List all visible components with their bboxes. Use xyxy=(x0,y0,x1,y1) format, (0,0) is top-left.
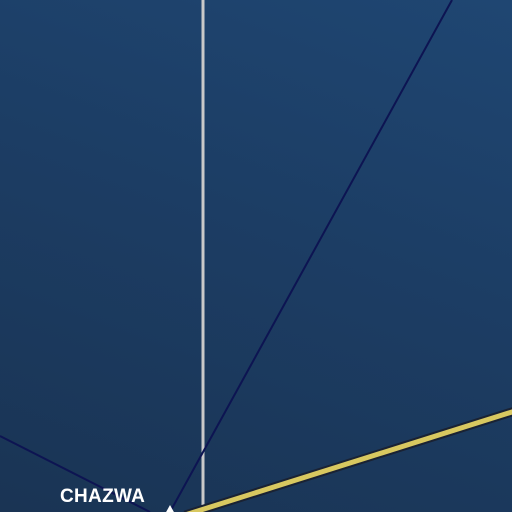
route-line-west xyxy=(0,435,151,512)
place-label-chazwa[interactable]: CHAZWA xyxy=(60,486,146,507)
highlight-route xyxy=(186,409,512,512)
triangle-marker-icon[interactable] xyxy=(165,505,175,512)
route-line-northeast xyxy=(169,0,453,512)
